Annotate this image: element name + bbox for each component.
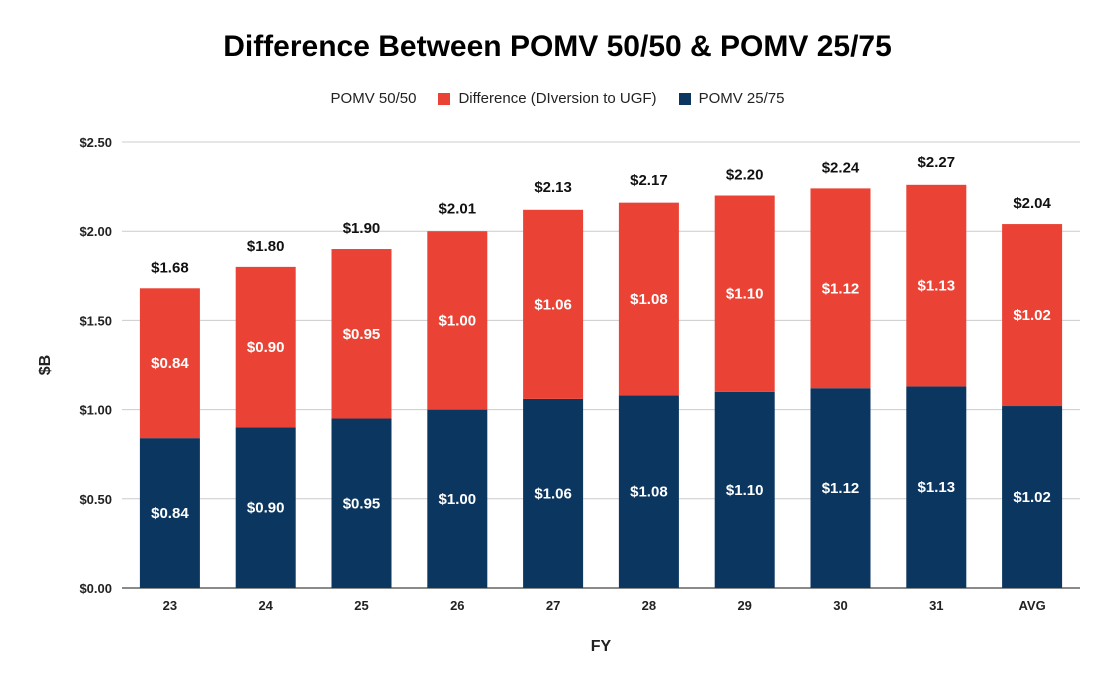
bar-pomv-25-75	[139, 438, 200, 588]
data-label-total: $2.20	[726, 167, 764, 184]
legend: POMV 50/50 Difference (DIversion to UGF)…	[0, 90, 1115, 107]
bar-difference	[139, 288, 200, 439]
data-label-pomv-25-75: $1.10	[726, 482, 764, 499]
x-tick-label: 29	[737, 598, 751, 613]
x-tick-label: 31	[929, 598, 943, 613]
data-label-pomv-25-75: $0.90	[247, 500, 285, 517]
data-label-difference: $1.13	[918, 278, 956, 295]
data-label-difference: $0.95	[343, 326, 381, 343]
x-tick-label: 25	[354, 598, 368, 613]
chart-title: Difference Between POMV 50/50 & POMV 25/…	[223, 30, 892, 63]
bar-pomv-25-75	[235, 427, 296, 588]
data-label-difference: $1.02	[1013, 307, 1051, 324]
x-tick-label: AVG	[1018, 598, 1045, 613]
data-label-difference: $1.00	[439, 312, 477, 329]
bar-difference	[331, 249, 392, 419]
data-label-total: $2.13	[534, 179, 572, 196]
bar-pomv-25-75	[1002, 406, 1063, 588]
data-label-total: $1.80	[247, 238, 285, 255]
legend-item-difference: Difference (DIversion to UGF)	[438, 90, 657, 107]
legend-item-pomv-25-75: POMV 25/75	[678, 90, 785, 107]
data-label-pomv-25-75: $1.08	[630, 484, 668, 501]
legend-label: Difference (DIversion to UGF)	[458, 90, 657, 107]
x-tick-label: 23	[163, 598, 177, 613]
bar-difference	[810, 188, 871, 389]
legend-swatch	[678, 92, 691, 105]
legend-label: POMV 50/50	[330, 90, 417, 107]
x-tick-label: 28	[642, 598, 656, 613]
y-tick-label: $2.50	[79, 135, 112, 150]
bar-difference	[523, 209, 584, 399]
y-tick-label: $0.50	[79, 492, 112, 507]
bar-pomv-25-75	[906, 386, 967, 588]
x-tick-label: 27	[546, 598, 560, 613]
bar-difference	[427, 231, 488, 410]
legend-item-pomv-50-50: POMV 50/50	[331, 90, 417, 107]
data-label-pomv-25-75: $1.06	[534, 485, 572, 502]
data-label-pomv-25-75: $1.12	[822, 480, 860, 497]
bar-pomv-25-75	[523, 398, 584, 588]
x-axis-title: FY	[591, 638, 612, 655]
bar-pomv-25-75	[714, 391, 775, 588]
data-label-pomv-25-75: $1.02	[1013, 489, 1051, 506]
data-label-difference: $1.06	[534, 296, 572, 313]
bar-difference	[235, 266, 296, 428]
y-axis-title: $B	[37, 355, 54, 375]
y-tick-label: $0.00	[79, 581, 112, 596]
y-tick-label: $1.00	[79, 403, 112, 418]
x-tick-label: 30	[833, 598, 847, 613]
data-label-total: $1.90	[343, 220, 381, 237]
data-label-pomv-25-75: $0.84	[151, 505, 189, 522]
bar-pomv-25-75	[810, 388, 871, 588]
data-label-total: $2.27	[918, 154, 956, 171]
bar-difference	[714, 195, 775, 392]
x-tick-label: 26	[450, 598, 464, 613]
bar-difference	[1002, 224, 1063, 407]
data-label-total: $2.17	[630, 172, 668, 189]
data-label-difference: $1.12	[822, 280, 860, 297]
x-tick-label: 24	[258, 598, 273, 613]
data-label-total: $2.04	[1013, 195, 1051, 212]
data-label-difference: $0.84	[151, 355, 189, 372]
data-label-pomv-25-75: $1.00	[439, 491, 477, 508]
y-tick-label: $2.00	[79, 224, 112, 239]
data-label-pomv-25-75: $0.95	[343, 495, 381, 512]
bar-difference	[906, 184, 967, 387]
data-label-total: $2.01	[439, 200, 477, 217]
data-label-difference: $1.08	[630, 291, 668, 308]
data-label-total: $2.24	[822, 159, 860, 176]
legend-label: POMV 25/75	[698, 90, 785, 107]
data-label-total: $1.68	[151, 259, 189, 276]
data-label-difference: $1.10	[726, 286, 764, 303]
data-label-difference: $0.90	[247, 339, 285, 356]
bar-pomv-25-75	[331, 418, 392, 588]
bar-pomv-25-75	[618, 395, 679, 588]
bar-pomv-25-75	[427, 409, 488, 588]
data-label-pomv-25-75: $1.13	[918, 479, 956, 496]
bar-difference	[618, 202, 679, 396]
legend-swatch	[438, 92, 451, 105]
y-tick-label: $1.50	[79, 313, 112, 328]
